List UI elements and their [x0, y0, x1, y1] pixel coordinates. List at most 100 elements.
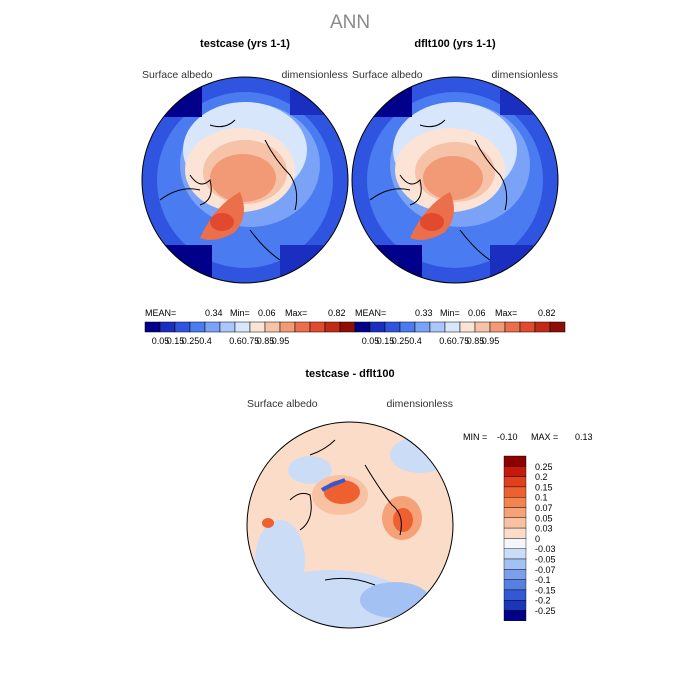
- colorbar: 0.050.150.25 0.4 0.6 0.750.850.95: [354, 321, 566, 346]
- colorbar-tick-label: 0.95: [482, 336, 500, 346]
- colorbar-swatch: [503, 476, 527, 488]
- colorbar-swatch: [354, 321, 371, 333]
- colorbar-tick-label: -0.1: [535, 575, 551, 585]
- colorbar-swatch: [249, 321, 266, 333]
- colorbar-tick-label: -0.15: [535, 585, 556, 595]
- colorbar-swatch: [503, 466, 527, 477]
- colorbar-swatch: [503, 579, 527, 591]
- max-label: Max=: [285, 308, 307, 318]
- panel-title: testcase (yrs 1-1): [200, 38, 290, 50]
- colorbar-tick-label: 0.07: [535, 503, 553, 513]
- panel-difference: testcase - dflt100 Surface albedo dimens…: [246, 368, 593, 629]
- colorbar-swatch: [174, 321, 191, 333]
- colorbar-swatch: [503, 517, 527, 529]
- colorbar-tick-label: -0.25: [535, 606, 556, 616]
- colorbar-swatch: [503, 538, 527, 549]
- colorbar-swatch: [503, 527, 527, 539]
- mean-value: 0.33: [415, 308, 433, 318]
- colorbar-swatch: [234, 321, 251, 333]
- colorbar: 0.050.150.25 0.4 0.6 0.750.850.95: [144, 321, 356, 346]
- colorbar-tick-label: 0.85: [257, 336, 275, 346]
- colorbar-tick-label: 0.75: [452, 336, 470, 346]
- colorbar-swatch: [503, 569, 527, 580]
- min-label: Min=: [230, 308, 250, 318]
- colorbar-swatch: [264, 321, 281, 333]
- variable-label: Surface albedo: [352, 69, 423, 81]
- colorbar-swatch: [503, 486, 527, 498]
- colorbar-swatch: [474, 321, 491, 333]
- colorbar-swatch: [503, 507, 527, 519]
- colorbar-swatch: [503, 589, 527, 601]
- colorbar-tick-label: 0: [535, 534, 540, 544]
- colorbar-swatch: [144, 321, 161, 333]
- colorbar-swatch: [309, 321, 326, 333]
- variable-label: Surface albedo: [142, 69, 213, 81]
- min-value: 0.06: [258, 308, 276, 318]
- max-label: Max=: [495, 308, 517, 318]
- min-label: Min=: [440, 308, 460, 318]
- units-label: dimensionless: [281, 69, 348, 81]
- colorbar-swatch: [549, 321, 566, 333]
- min-label: MIN =: [463, 432, 487, 442]
- main-title: ANN: [330, 12, 370, 33]
- colorbar-tick-label: 0.6: [229, 336, 242, 346]
- colorbar-swatch: [189, 321, 206, 333]
- colorbar-tick-label: 0.85: [467, 336, 485, 346]
- colorbar-tick-label: 0.6: [439, 336, 452, 346]
- colorbar-swatch: [503, 455, 527, 467]
- panel-title: testcase - dflt100: [305, 368, 394, 380]
- colorbar-swatch: [489, 321, 506, 333]
- min-value: 0.06: [468, 308, 486, 318]
- colorbar-tick-label: 0.05: [362, 336, 380, 346]
- colorbar-tick-label: 0.4: [199, 336, 212, 346]
- colorbar-tick-label: 0.25: [535, 462, 553, 472]
- colorbar-tick-label: 0.4: [409, 336, 422, 346]
- colorbar-swatch: [204, 321, 221, 333]
- colorbar-vertical: 0.250.20.150.10.070.050.030-0.03-0.05-0.…: [503, 455, 556, 622]
- colorbar-tick-label: 0.1: [535, 493, 548, 503]
- colorbar-swatch: [444, 321, 461, 333]
- mean-label: MEAN=: [145, 308, 176, 318]
- colorbar-tick-label: 0.15: [535, 482, 553, 492]
- colorbar-swatch: [324, 321, 341, 333]
- max-value: 0.82: [538, 308, 556, 318]
- units-label: dimensionless: [491, 69, 558, 81]
- colorbar-tick-label: 0.95: [272, 336, 290, 346]
- colorbar-swatch: [369, 321, 386, 333]
- colorbar-tick-label: 0.2: [535, 472, 548, 482]
- min-value: -0.10: [497, 432, 518, 442]
- panel-dflt100: dflt100 (yrs 1-1) Surface albedo dimensi…: [351, 38, 566, 346]
- units-label: dimensionless: [386, 398, 453, 410]
- albedo-map: [142, 77, 348, 283]
- colorbar-swatch: [534, 321, 551, 333]
- colorbar-tick-label: 0.25: [182, 336, 200, 346]
- colorbar-tick-label: 0.05: [535, 513, 553, 523]
- colorbar-swatch: [294, 321, 311, 333]
- colorbar-tick-label: 0.15: [167, 336, 185, 346]
- mean-label: MEAN=: [355, 308, 386, 318]
- colorbar-swatch: [504, 321, 521, 333]
- colorbar-swatch: [279, 321, 296, 333]
- max-value: 0.13: [575, 432, 593, 442]
- colorbar-tick-label: 0.25: [392, 336, 410, 346]
- colorbar-tick-label: 0.75: [242, 336, 260, 346]
- colorbar-swatch: [519, 321, 536, 333]
- colorbar-tick-label: 0.05: [152, 336, 170, 346]
- colorbar-tick-label: -0.03: [535, 544, 556, 554]
- max-value: 0.82: [328, 308, 346, 318]
- colorbar-tick-label: -0.05: [535, 555, 556, 565]
- variable-label: Surface albedo: [247, 398, 318, 410]
- panel-title: dflt100 (yrs 1-1): [414, 38, 496, 50]
- colorbar-swatch: [429, 321, 446, 333]
- colorbar-swatch: [414, 321, 431, 333]
- mean-value: 0.34: [205, 308, 223, 318]
- colorbar-swatch: [339, 321, 356, 333]
- colorbar-swatch: [503, 558, 527, 570]
- colorbar-swatch: [459, 321, 476, 333]
- colorbar-swatch: [503, 497, 527, 508]
- colorbar-tick-label: 0.15: [377, 336, 395, 346]
- colorbar-tick-label: -0.2: [535, 596, 551, 606]
- colorbar-tick-label: -0.07: [535, 565, 556, 575]
- colorbar-swatch: [399, 321, 416, 333]
